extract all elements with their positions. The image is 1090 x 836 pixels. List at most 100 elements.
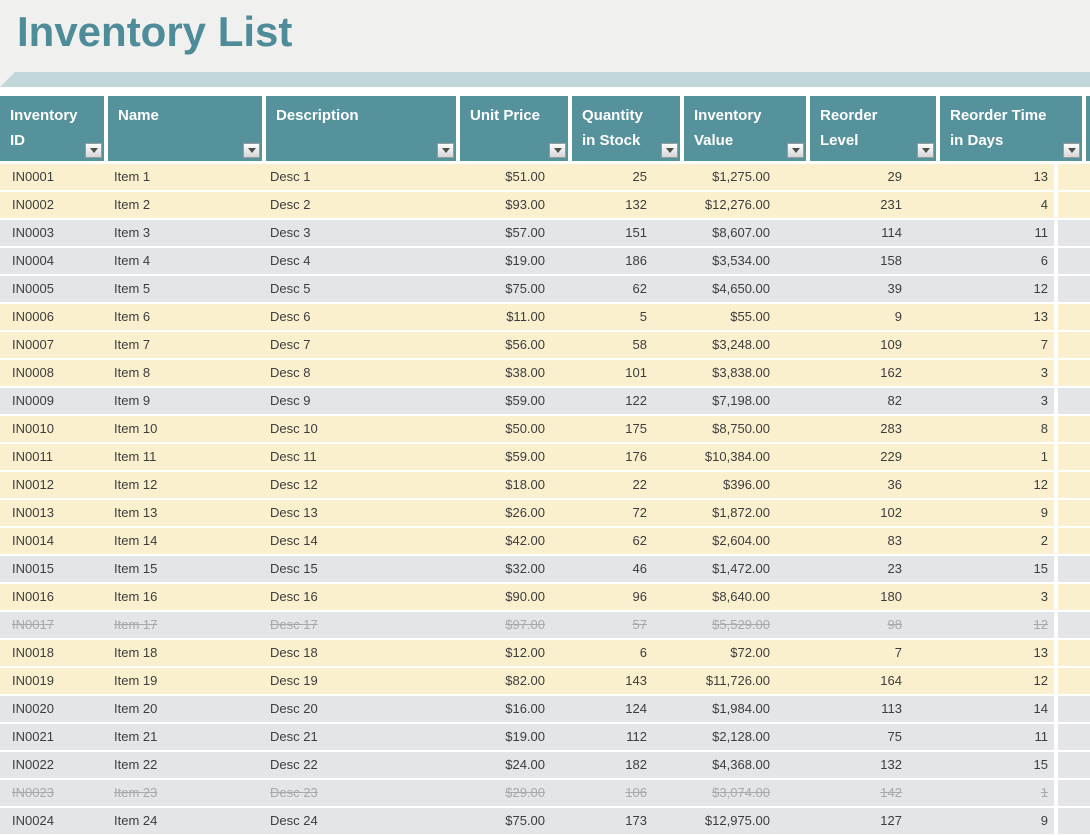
cell-inventory-value[interactable]: $396.00 xyxy=(723,477,770,492)
cell-quantity-in-stock[interactable]: 96 xyxy=(632,589,647,604)
cell-description[interactable]: Desc 21 xyxy=(270,729,318,744)
cell-unit-price[interactable]: $93.00 xyxy=(505,197,545,212)
cell-reorder-time-in-days[interactable]: 12 xyxy=(1033,281,1048,296)
cell-inventory-id[interactable]: IN0012 xyxy=(12,477,54,492)
filter-dropdown-button[interactable] xyxy=(243,143,260,158)
cell-inventory-id[interactable]: IN0014 xyxy=(12,533,54,548)
cell-unit-price[interactable]: $16.00 xyxy=(505,701,545,716)
cell-quantity-in-stock[interactable]: 62 xyxy=(632,281,647,296)
cell-reorder-time-in-days[interactable]: 9 xyxy=(1040,813,1048,828)
cell-unit-price[interactable]: $56.00 xyxy=(505,337,545,352)
cell-unit-price[interactable]: $29.00 xyxy=(505,785,545,800)
cell-description[interactable]: Desc 24 xyxy=(270,813,318,828)
cell-reorder-time-in-days[interactable]: 13 xyxy=(1033,169,1048,184)
cell-description[interactable]: Desc 2 xyxy=(270,197,311,212)
cell-inventory-id[interactable]: IN0013 xyxy=(12,505,54,520)
column-header-inventory-value[interactable]: Inventory Value xyxy=(684,96,806,161)
cell-unit-price[interactable]: $12.00 xyxy=(505,645,545,660)
cell-unit-price[interactable]: $18.00 xyxy=(505,477,545,492)
cell-inventory-value[interactable]: $4,650.00 xyxy=(712,281,770,296)
cell-unit-price[interactable]: $51.00 xyxy=(505,169,545,184)
cell-reorder-level[interactable]: 231 xyxy=(880,197,902,212)
cell-reorder-time-in-days[interactable]: 13 xyxy=(1033,645,1048,660)
cell-description[interactable]: Desc 12 xyxy=(270,477,318,492)
cell-quantity-in-stock[interactable]: 122 xyxy=(625,393,647,408)
cell-reorder-level[interactable]: 142 xyxy=(880,785,902,800)
cell-name[interactable]: Item 7 xyxy=(114,337,151,352)
cell-reorder-level[interactable]: 39 xyxy=(887,281,902,296)
cell-inventory-id[interactable]: IN0003 xyxy=(12,225,54,240)
cell-quantity-in-stock[interactable]: 57 xyxy=(632,617,647,632)
cell-reorder-time-in-days[interactable]: 12 xyxy=(1033,673,1048,688)
cell-inventory-id[interactable]: IN0020 xyxy=(12,701,54,716)
cell-name[interactable]: Item 20 xyxy=(114,701,158,716)
cell-unit-price[interactable]: $90.00 xyxy=(505,589,545,604)
cell-inventory-value[interactable]: $10,384.00 xyxy=(704,449,770,464)
cell-description[interactable]: Desc 14 xyxy=(270,533,318,548)
cell-quantity-in-stock[interactable]: 101 xyxy=(625,365,647,380)
cell-inventory-value[interactable]: $3,838.00 xyxy=(712,365,770,380)
cell-description[interactable]: Desc 22 xyxy=(270,757,318,772)
cell-name[interactable]: Item 14 xyxy=(114,533,158,548)
cell-inventory-value[interactable]: $1,472.00 xyxy=(712,561,770,576)
cell-reorder-level[interactable]: 75 xyxy=(887,729,902,744)
cell-unit-price[interactable]: $32.00 xyxy=(505,561,545,576)
cell-unit-price[interactable]: $59.00 xyxy=(505,449,545,464)
cell-reorder-time-in-days[interactable]: 1 xyxy=(1040,785,1048,800)
cell-reorder-time-in-days[interactable]: 3 xyxy=(1040,589,1048,604)
cell-unit-price[interactable]: $19.00 xyxy=(505,729,545,744)
cell-inventory-id[interactable]: IN0024 xyxy=(12,813,54,828)
cell-reorder-time-in-days[interactable]: 7 xyxy=(1040,337,1048,352)
cell-description[interactable]: Desc 11 xyxy=(270,449,317,464)
cell-inventory-value[interactable]: $3,074.00 xyxy=(712,785,770,800)
cell-reorder-time-in-days[interactable]: 8 xyxy=(1040,421,1048,436)
cell-reorder-time-in-days[interactable]: 15 xyxy=(1033,561,1048,576)
cell-quantity-in-stock[interactable]: 6 xyxy=(639,645,647,660)
cell-name[interactable]: Item 13 xyxy=(114,505,158,520)
cell-description[interactable]: Desc 17 xyxy=(270,617,318,632)
cell-inventory-id[interactable]: IN0023 xyxy=(12,785,54,800)
cell-inventory-value[interactable]: $2,604.00 xyxy=(712,533,770,548)
cell-inventory-id[interactable]: IN0001 xyxy=(12,169,54,184)
cell-name[interactable]: Item 12 xyxy=(114,477,158,492)
cell-reorder-time-in-days[interactable]: 12 xyxy=(1033,617,1048,632)
column-header-name[interactable]: Name xyxy=(108,96,262,161)
cell-inventory-id[interactable]: IN0009 xyxy=(12,393,54,408)
cell-reorder-level[interactable]: 83 xyxy=(887,533,902,548)
cell-reorder-time-in-days[interactable]: 12 xyxy=(1033,477,1048,492)
cell-quantity-in-stock[interactable]: 124 xyxy=(625,701,647,716)
cell-reorder-level[interactable]: 98 xyxy=(887,617,902,632)
cell-inventory-value[interactable]: $11,726.00 xyxy=(705,673,770,688)
cell-inventory-id[interactable]: IN0006 xyxy=(12,309,54,324)
cell-inventory-value[interactable]: $12,975.00 xyxy=(704,813,770,828)
cell-unit-price[interactable]: $82.00 xyxy=(505,673,545,688)
cell-quantity-in-stock[interactable]: 176 xyxy=(625,449,647,464)
cell-reorder-time-in-days[interactable]: 1 xyxy=(1040,449,1048,464)
cell-description[interactable]: Desc 15 xyxy=(270,561,318,576)
cell-description[interactable]: Desc 6 xyxy=(270,309,311,324)
cell-reorder-level[interactable]: 229 xyxy=(880,449,902,464)
cell-inventory-id[interactable]: IN0011 xyxy=(12,449,53,464)
column-header-inventory-id[interactable]: Inventory ID xyxy=(0,96,104,161)
cell-inventory-id[interactable]: IN0021 xyxy=(12,729,54,744)
cell-unit-price[interactable]: $57.00 xyxy=(505,225,545,240)
cell-quantity-in-stock[interactable]: 151 xyxy=(625,225,647,240)
cell-description[interactable]: Desc 4 xyxy=(270,253,311,268)
cell-name[interactable]: Item 22 xyxy=(114,757,158,772)
cell-description[interactable]: Desc 16 xyxy=(270,589,318,604)
cell-inventory-value[interactable]: $3,248.00 xyxy=(712,337,770,352)
cell-unit-price[interactable]: $59.00 xyxy=(505,393,545,408)
cell-reorder-time-in-days[interactable]: 11 xyxy=(1034,729,1049,744)
cell-reorder-level[interactable]: 9 xyxy=(894,309,902,324)
cell-description[interactable]: Desc 9 xyxy=(270,393,311,408)
cell-name[interactable]: Item 21 xyxy=(114,729,158,744)
cell-quantity-in-stock[interactable]: 173 xyxy=(625,813,647,828)
column-header-quantity-in-stock[interactable]: Quantity in Stock xyxy=(572,96,680,161)
cell-name[interactable]: Item 23 xyxy=(114,785,158,800)
cell-description[interactable]: Desc 5 xyxy=(270,281,311,296)
cell-reorder-time-in-days[interactable]: 3 xyxy=(1040,393,1048,408)
cell-reorder-level[interactable]: 158 xyxy=(880,253,902,268)
cell-reorder-level[interactable]: 7 xyxy=(894,645,902,660)
cell-reorder-time-in-days[interactable]: 6 xyxy=(1040,253,1048,268)
filter-dropdown-button[interactable] xyxy=(437,143,454,158)
